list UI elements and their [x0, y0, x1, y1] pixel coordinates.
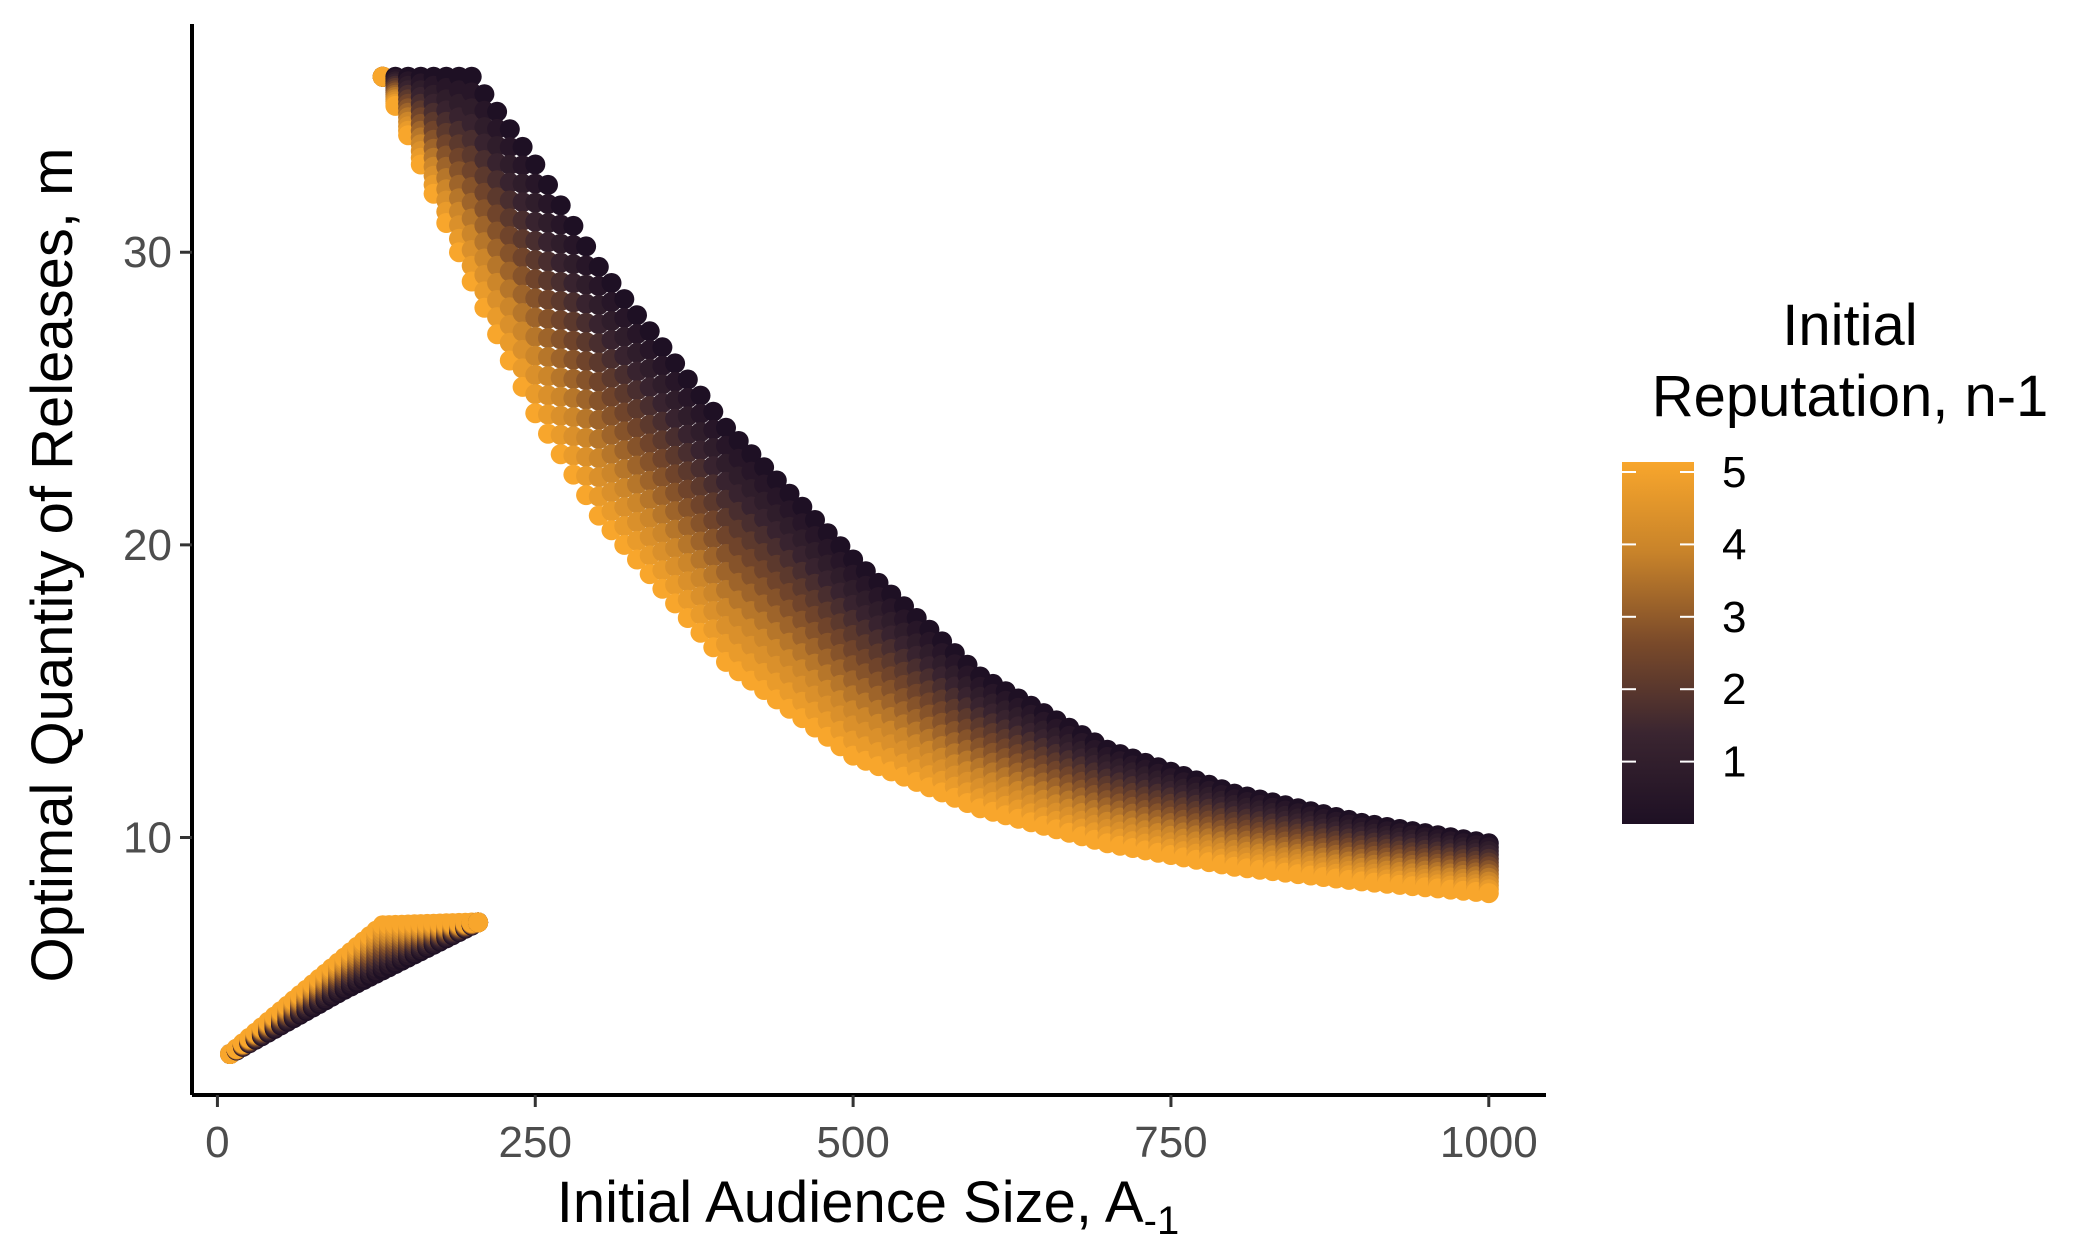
- x-axis-title: Initial Audience Size, A-1: [557, 1170, 1179, 1243]
- data-point: [601, 273, 622, 293]
- data-point: [665, 353, 686, 374]
- data-point: [468, 912, 489, 933]
- legend-title-line-2: Reputation, n-1: [1652, 364, 2049, 429]
- data-point: [703, 401, 724, 422]
- data-point: [614, 289, 635, 310]
- data-point: [830, 536, 851, 557]
- axes-layer: 0 250 500 750 1000 10 20 30: [123, 228, 1538, 1167]
- data-point: [677, 369, 698, 390]
- legend-tick-label: 3: [1722, 593, 1746, 642]
- points-layer: [220, 66, 1499, 1064]
- data-point: [499, 119, 520, 140]
- data-point: [754, 457, 775, 478]
- legend-tick-label: 5: [1722, 448, 1746, 497]
- data-point: [792, 496, 813, 517]
- x-tick-label: 250: [499, 1118, 572, 1167]
- legend-tick-label: 2: [1722, 665, 1746, 714]
- data-point: [487, 101, 508, 122]
- data-point: [576, 236, 597, 257]
- x-tick-label: 500: [816, 1118, 889, 1167]
- data-point: [652, 337, 673, 358]
- data-point: [461, 66, 482, 87]
- x-tick-label: 750: [1134, 1118, 1207, 1167]
- legend-title-line-1: Initial: [1782, 293, 1917, 358]
- x-tick-label: 0: [205, 1118, 229, 1167]
- data-point: [728, 431, 749, 451]
- legend-colorbar: [1622, 462, 1694, 824]
- x-axis-title-subscript: -1: [1144, 1199, 1180, 1243]
- data-point: [741, 444, 762, 465]
- data-point: [1478, 883, 1499, 904]
- legend: Initial Reputation, n-1 1 2 3 4 5: [1622, 293, 2048, 824]
- data-point: [843, 549, 864, 570]
- x-axis-title-main: Initial Audience Size, A: [557, 1170, 1144, 1235]
- data-point: [868, 572, 889, 593]
- data-point: [716, 417, 736, 438]
- legend-tick-label: 4: [1722, 520, 1746, 569]
- y-tick-label: 10: [123, 813, 172, 862]
- data-point: [817, 523, 838, 544]
- data-point: [855, 561, 876, 582]
- data-point: [627, 305, 647, 326]
- data-point: [550, 195, 571, 216]
- y-axis-title: Optimal Quantity of Releases, m: [20, 148, 85, 983]
- data-point: [538, 174, 558, 195]
- data-point: [805, 510, 825, 530]
- data-point: [525, 154, 546, 175]
- data-point: [588, 256, 609, 277]
- y-tick-label: 30: [123, 228, 172, 277]
- data-point: [639, 321, 660, 342]
- legend-tick-label: 1: [1722, 738, 1746, 787]
- y-tick-label: 20: [123, 521, 172, 570]
- x-tick-label: 1000: [1440, 1118, 1538, 1167]
- data-point: [512, 136, 533, 157]
- data-point: [766, 470, 787, 491]
- data-point: [779, 483, 800, 504]
- data-point: [563, 215, 584, 236]
- data-point: [474, 84, 495, 105]
- legend-ticks: 1 2 3 4 5: [1622, 448, 1746, 787]
- data-point: [690, 385, 711, 406]
